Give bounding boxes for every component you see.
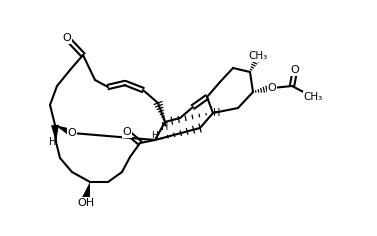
Text: H: H [161,122,169,132]
Text: OH: OH [77,198,95,208]
Polygon shape [55,125,74,137]
Text: CH₃: CH₃ [303,92,323,102]
Text: H: H [213,108,221,118]
Text: O: O [67,128,77,138]
Text: CH₃: CH₃ [248,51,268,61]
Text: H: H [49,137,56,147]
Polygon shape [51,125,59,142]
Text: H: H [152,131,158,140]
Text: O: O [268,83,276,93]
Text: O: O [63,33,71,43]
Text: O: O [291,65,299,75]
Text: O: O [123,127,131,137]
Polygon shape [82,182,90,199]
